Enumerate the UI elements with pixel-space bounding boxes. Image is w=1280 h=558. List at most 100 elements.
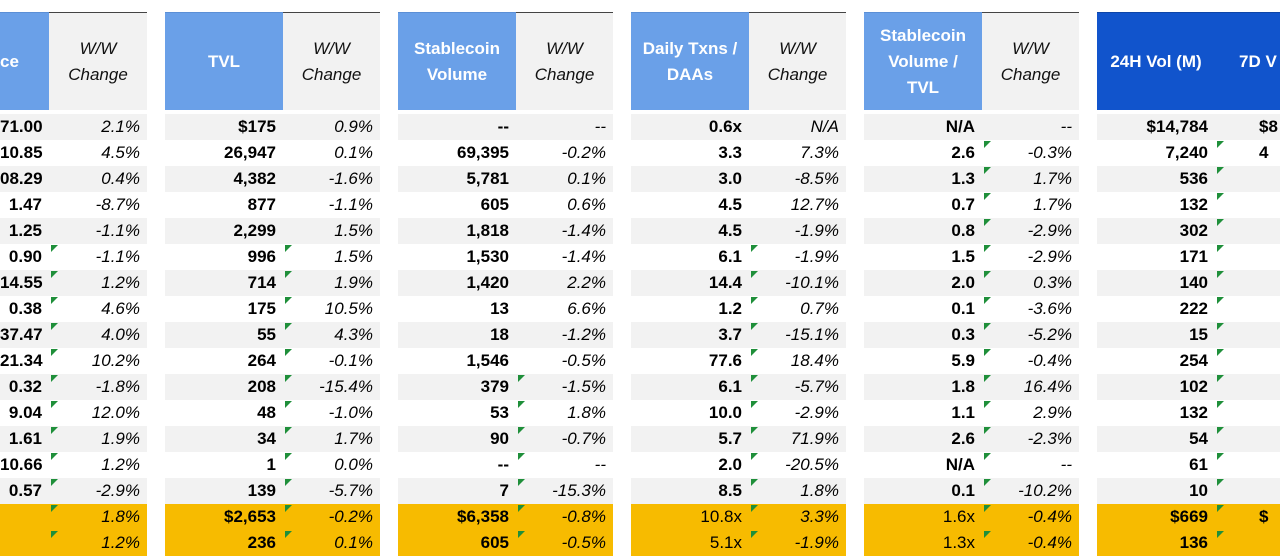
error-indicator-icon[interactable] <box>1217 193 1224 200</box>
error-indicator-icon[interactable] <box>984 219 991 226</box>
cell-stable_ww[interactable]: 0.6% <box>567 195 606 214</box>
cell-price_ww[interactable]: 1.9% <box>101 429 140 448</box>
cell-vol24[interactable]: 171 <box>1179 247 1208 266</box>
cell-vol24[interactable]: 10 <box>1189 481 1208 500</box>
header-txn_ww[interactable]: W/W Change <box>749 12 846 110</box>
cell-price_ww[interactable]: -8.7% <box>95 195 140 214</box>
cell-svtvl_ww[interactable]: -0.4% <box>1027 351 1072 370</box>
cell-tvl[interactable]: 236 <box>247 533 276 552</box>
cell-svtvl[interactable]: 2.6 <box>951 429 975 448</box>
cell-svtvl[interactable]: 0.7 <box>951 195 975 214</box>
cell-vol7[interactable] <box>1215 218 1280 244</box>
cell-stable_ww[interactable]: -1.2% <box>561 325 606 344</box>
cell-stable[interactable]: 1,530 <box>466 247 509 266</box>
cell-stable[interactable]: -- <box>497 455 509 474</box>
header-price_ww[interactable]: W/W Change <box>49 12 147 110</box>
cell-stable_ww[interactable]: 0.1% <box>567 169 606 188</box>
cell-svtvl_ww[interactable]: -10.2% <box>1018 481 1072 500</box>
cell-svtvl_ww[interactable]: 1.7% <box>1033 169 1072 188</box>
error-indicator-icon[interactable] <box>751 349 758 356</box>
cell-svtvl[interactable]: 1.8 <box>951 377 975 396</box>
cell-tvl_ww[interactable]: -5.7% <box>328 481 373 500</box>
cell-txn_ww[interactable]: -15.1% <box>785 325 839 344</box>
cell-vol24[interactable]: 254 <box>1179 351 1208 370</box>
cell-svtvl[interactable]: 1.6x <box>942 507 975 526</box>
error-indicator-icon[interactable] <box>518 427 525 434</box>
cell-vol7[interactable] <box>1215 452 1280 478</box>
cell-price[interactable]: 1.47 <box>8 195 42 214</box>
cell-svtvl_ww[interactable]: -- <box>1060 117 1072 136</box>
error-indicator-icon[interactable] <box>751 323 758 330</box>
error-indicator-icon[interactable] <box>285 401 292 408</box>
cell-stable_ww[interactable]: 6.6% <box>567 299 606 318</box>
error-indicator-icon[interactable] <box>984 375 991 382</box>
cell-price[interactable]: 37.47 <box>0 325 43 344</box>
cell-stable_ww[interactable]: 1.8% <box>567 403 606 422</box>
cell-stable_ww[interactable]: 2.2% <box>567 273 606 292</box>
error-indicator-icon[interactable] <box>751 505 758 512</box>
cell-tvl[interactable]: 996 <box>247 247 276 266</box>
cell-price[interactable]: 0.90 <box>8 247 42 266</box>
cell-svtvl[interactable]: 5.9 <box>951 351 975 370</box>
header-vol24[interactable]: 24H Vol (M) <box>1097 12 1215 110</box>
cell-price[interactable]: 0.38 <box>8 299 42 318</box>
cell-svtvl_ww[interactable]: 1.7% <box>1033 195 1072 214</box>
cell-vol7[interactable] <box>1215 426 1280 452</box>
cell-price_ww[interactable]: -1.8% <box>95 377 140 396</box>
cell-tvl_ww[interactable]: 0.1% <box>334 143 373 162</box>
cell-vol7[interactable]: $8 <box>1259 117 1278 136</box>
cell-price[interactable]: 14.55 <box>0 273 43 292</box>
error-indicator-icon[interactable] <box>1217 297 1224 304</box>
cell-txn[interactable]: 10.8x <box>700 507 742 526</box>
cell-price_ww[interactable]: 10.2% <box>91 351 140 370</box>
cell-tvl_ww[interactable]: -1.0% <box>328 403 373 422</box>
error-indicator-icon[interactable] <box>751 479 758 486</box>
cell-price[interactable]: 0.32 <box>8 377 42 396</box>
error-indicator-icon[interactable] <box>51 323 58 330</box>
error-indicator-icon[interactable] <box>984 505 991 512</box>
error-indicator-icon[interactable] <box>1217 141 1224 148</box>
cell-txn_ww[interactable]: -20.5% <box>785 455 839 474</box>
cell-stable_ww[interactable]: -0.7% <box>561 429 606 448</box>
cell-txn[interactable]: 5.1x <box>709 533 742 552</box>
error-indicator-icon[interactable] <box>51 375 58 382</box>
error-indicator-icon[interactable] <box>518 531 525 538</box>
cell-svtvl_ww[interactable]: 16.4% <box>1023 377 1072 396</box>
cell-stable_ww[interactable]: -- <box>594 455 606 474</box>
error-indicator-icon[interactable] <box>51 297 58 304</box>
cell-price[interactable]: 9.04 <box>8 403 42 422</box>
cell-vol24[interactable]: 15 <box>1189 325 1208 344</box>
cell-txn_ww[interactable]: 0.7% <box>800 299 839 318</box>
cell-tvl[interactable]: 1 <box>266 455 276 474</box>
header-tvl_ww[interactable]: W/W Change <box>283 12 380 110</box>
cell-tvl_ww[interactable]: -0.2% <box>328 507 373 526</box>
cell-tvl_ww[interactable]: 1.5% <box>334 247 373 266</box>
cell-txn_ww[interactable]: 3.3% <box>800 507 839 526</box>
error-indicator-icon[interactable] <box>1217 453 1224 460</box>
cell-stable_ww[interactable]: -- <box>594 117 606 136</box>
error-indicator-icon[interactable] <box>984 401 991 408</box>
cell-svtvl[interactable]: 1.5 <box>951 247 975 266</box>
cell-vol24[interactable]: 302 <box>1179 221 1208 240</box>
error-indicator-icon[interactable] <box>984 193 991 200</box>
error-indicator-icon[interactable] <box>751 271 758 278</box>
cell-svtvl[interactable]: N/A <box>945 117 975 136</box>
cell-vol7[interactable] <box>1215 348 1280 374</box>
cell-stable[interactable]: 1,818 <box>466 221 509 240</box>
error-indicator-icon[interactable] <box>51 453 58 460</box>
cell-tvl[interactable]: 139 <box>247 481 276 500</box>
cell-tvl_ww[interactable]: -15.4% <box>319 377 373 396</box>
error-indicator-icon[interactable] <box>751 401 758 408</box>
error-indicator-icon[interactable] <box>285 271 292 278</box>
cell-vol24[interactable]: $14,784 <box>1146 117 1208 136</box>
cell-txn[interactable]: 3.7 <box>718 325 742 344</box>
error-indicator-icon[interactable] <box>51 271 58 278</box>
error-indicator-icon[interactable] <box>51 479 58 486</box>
header-svtvl_ww[interactable]: W/W Change <box>982 12 1079 110</box>
error-indicator-icon[interactable] <box>984 245 991 252</box>
cell-tvl[interactable]: $175 <box>238 117 276 136</box>
cell-tvl_ww[interactable]: 4.3% <box>334 325 373 344</box>
cell-tvl_ww[interactable]: 0.9% <box>334 117 373 136</box>
cell-stable_ww[interactable]: -15.3% <box>552 481 606 500</box>
cell-tvl[interactable]: 264 <box>247 351 276 370</box>
